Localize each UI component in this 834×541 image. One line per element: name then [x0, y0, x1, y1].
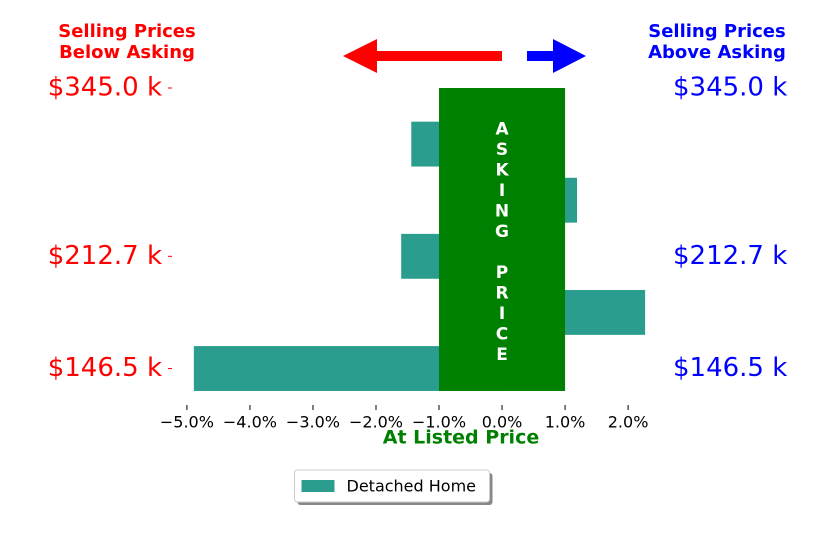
x-tick-label: −5.0% — [160, 413, 214, 432]
y-tick-label-right: $146.5 k — [673, 353, 787, 383]
asking-band — [439, 88, 566, 391]
right-arrow — [527, 39, 586, 73]
legend-swatch — [301, 480, 335, 492]
left-arrow — [343, 39, 502, 73]
x-tick-label: 0.0% — [482, 413, 523, 432]
x-tick-label: −3.0% — [286, 413, 340, 432]
y-tick-label-right: $212.7 k — [673, 241, 787, 271]
annotation: Selling Prices — [648, 21, 785, 42]
y-tick-label: $146.5 k — [48, 353, 162, 383]
legend: Detached Home — [294, 469, 493, 505]
legend-box — [294, 469, 490, 503]
annotation: Selling Prices — [58, 21, 195, 42]
annotation: Above Asking — [648, 42, 786, 63]
x-tick-label: 2.0% — [608, 413, 649, 432]
y-tick-label-right: $345.0 k — [673, 73, 787, 103]
legend-label: Detached Home — [347, 477, 477, 496]
x-tick-label: −2.0% — [349, 413, 403, 432]
x-tick-label: 1.0% — [545, 413, 586, 432]
x-axis-label: At Listed Price — [383, 427, 539, 449]
y-tick-label: $212.7 k — [48, 241, 162, 271]
annotation: Below Asking — [59, 42, 195, 63]
x-tick-label: −4.0% — [223, 413, 277, 432]
y-tick-label: $345.0 k — [48, 73, 162, 103]
x-tick-label: −1.0% — [412, 413, 466, 432]
